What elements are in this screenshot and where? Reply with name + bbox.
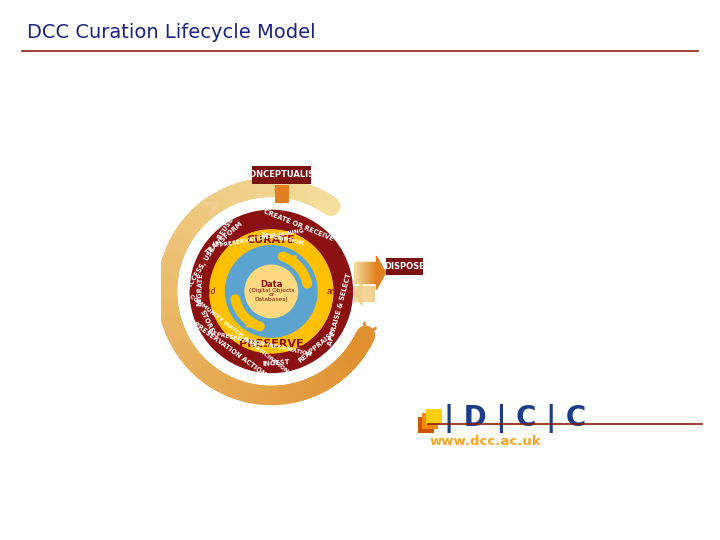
Text: CURATE: CURATE: [247, 235, 296, 245]
Text: REAPPRAISE: REAPPRAISE: [297, 329, 337, 363]
Text: and: and: [327, 287, 341, 296]
FancyBboxPatch shape: [386, 258, 423, 275]
FancyBboxPatch shape: [426, 409, 442, 424]
Text: DISPOSE: DISPOSE: [384, 262, 425, 271]
Text: PRESERVATION ACTION: PRESERVATION ACTION: [192, 321, 266, 377]
Text: (Digital Objects: (Digital Objects: [248, 288, 294, 293]
Text: www.dcc.ac.uk: www.dcc.ac.uk: [430, 435, 541, 448]
Text: ACCESS, USE & REUSE: ACCESS, USE & REUSE: [186, 217, 235, 290]
Text: DESCRIPTION: DESCRIPTION: [261, 232, 305, 246]
Text: INGEST: INGEST: [262, 359, 290, 367]
Text: MIGRATE: MIGRATE: [197, 272, 204, 306]
Text: Data: Data: [260, 280, 282, 289]
Text: COMMUNITY WATCH & PARTICIPATION: COMMUNITY WATCH & PARTICIPATION: [188, 294, 289, 374]
Polygon shape: [354, 282, 362, 305]
FancyBboxPatch shape: [422, 413, 438, 429]
Text: | D | C | C: | D | C | C: [444, 404, 587, 433]
Circle shape: [210, 230, 333, 353]
Text: and: and: [202, 287, 216, 296]
Text: TRANSFORM: TRANSFORM: [204, 220, 244, 255]
Text: CREATE OR RECEIVE: CREATE OR RECEIVE: [262, 208, 334, 242]
Polygon shape: [377, 256, 386, 289]
Text: Databases): Databases): [254, 297, 288, 302]
Text: APPRAISE & SELECT: APPRAISE & SELECT: [328, 273, 353, 347]
Text: PRESERVATION PLANNING: PRESERVATION PLANNING: [220, 229, 305, 248]
Text: CONCEPTUALISE: CONCEPTUALISE: [243, 171, 320, 179]
Circle shape: [225, 246, 317, 337]
FancyBboxPatch shape: [252, 166, 312, 184]
Text: or: or: [269, 292, 274, 297]
Text: PRESERVE: PRESERVE: [239, 339, 304, 349]
Circle shape: [190, 210, 352, 373]
FancyBboxPatch shape: [418, 417, 434, 433]
Circle shape: [245, 265, 297, 318]
Text: REPRESENTATION INFORMATION: REPRESENTATION INFORMATION: [208, 330, 312, 357]
Text: DCC Curation Lifecycle Model: DCC Curation Lifecycle Model: [27, 23, 316, 42]
Text: STORE: STORE: [199, 309, 215, 334]
